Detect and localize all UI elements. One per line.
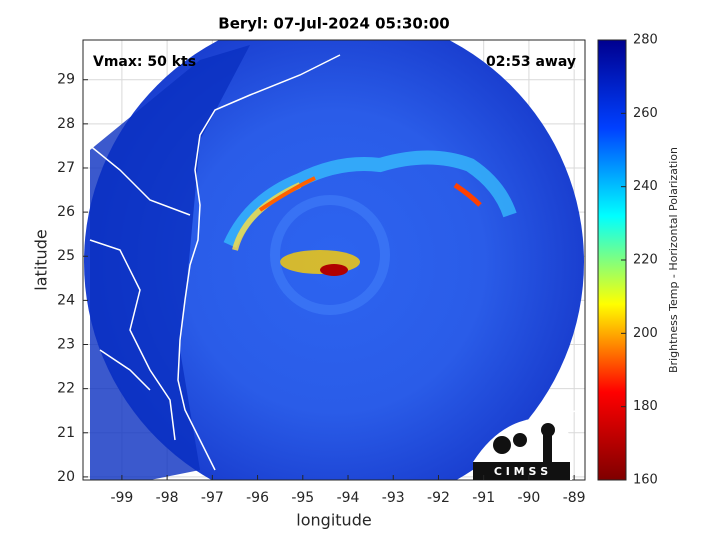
- y-tick-label: 27: [57, 160, 75, 176]
- x-tick-label: -90: [517, 490, 540, 506]
- time-annotation: 02:53 away: [486, 54, 576, 70]
- colorbar-tick-label: 240: [633, 179, 658, 194]
- x-tick-label: -93: [382, 490, 405, 506]
- y-tick-label: 28: [57, 116, 75, 132]
- logo: C I M S S: [473, 418, 572, 480]
- x-tick-label: -97: [201, 490, 224, 506]
- colorbar-tick-label: 160: [633, 473, 658, 488]
- colorbar-tick-label: 260: [633, 106, 658, 121]
- colorbar-tick-label: 280: [633, 33, 658, 48]
- x-tick-label: -91: [472, 490, 495, 506]
- y-tick-label: 22: [57, 381, 75, 397]
- x-tick-label: -92: [427, 490, 450, 506]
- y-tick-label: 29: [57, 72, 75, 88]
- colorbar-tick-label: 200: [633, 326, 658, 341]
- y-tick-label: 21: [57, 425, 75, 441]
- vmax-annotation: Vmax: 50 kts: [93, 54, 196, 70]
- x-axis-label: longitude: [296, 511, 371, 530]
- x-tick-label: -99: [110, 490, 133, 506]
- x-tick-label: -94: [337, 490, 360, 506]
- x-tick-label: -89: [563, 490, 586, 506]
- x-tick-label: -95: [291, 490, 314, 506]
- logo-text: C I M S S: [494, 465, 548, 478]
- swath: [84, 40, 584, 480]
- y-tick-label: 23: [57, 337, 75, 353]
- chart-title: Beryl: 07-Jul-2024 05:30:00: [218, 15, 449, 33]
- coastline: [83, 40, 585, 471]
- y-tick-label: 24: [57, 292, 75, 308]
- x-tick-label: -98: [156, 490, 179, 506]
- colorbar-tick-label: 220: [633, 253, 658, 268]
- y-tick-label: 26: [57, 204, 75, 220]
- y-tick-label: 25: [57, 248, 75, 264]
- y-axis-label: latitude: [32, 229, 51, 290]
- colorbar-tick-label: 180: [633, 399, 658, 414]
- y-tick-label: 20: [57, 469, 75, 485]
- colorbar-label: Brightness Temp - Horizontal Polarizatio…: [667, 147, 680, 373]
- plot-frame: [82, 39, 586, 481]
- x-tick-label: -96: [246, 490, 269, 506]
